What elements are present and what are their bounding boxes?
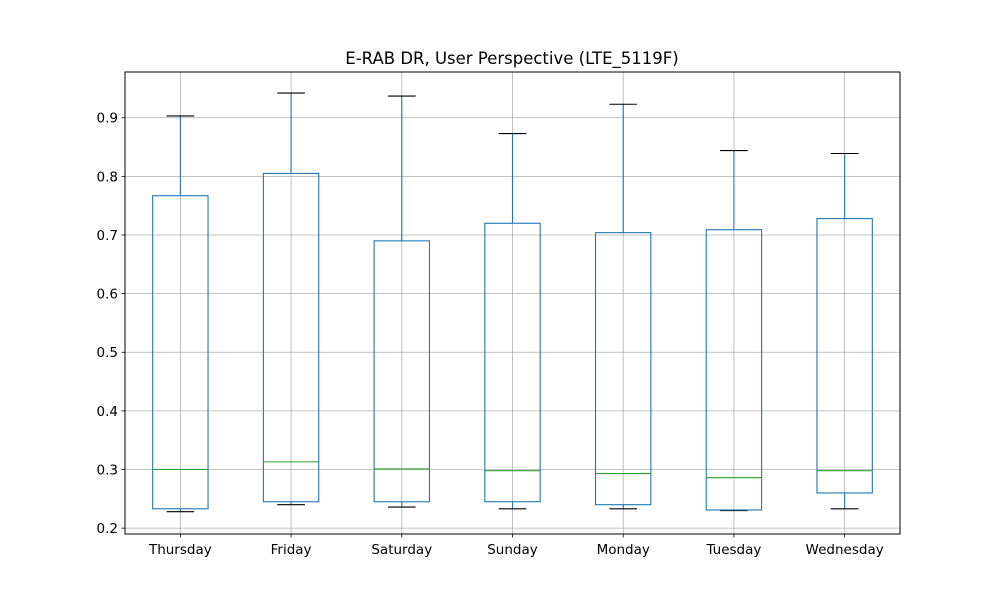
y-tick-label: 0.5 — [97, 345, 118, 361]
chart-title: E-RAB DR, User Perspective (LTE_5119F) — [345, 49, 678, 69]
x-tick-label: Saturday — [371, 542, 432, 558]
box-friday — [262, 92, 320, 506]
iqr-box — [152, 195, 209, 510]
box-sunday — [484, 133, 541, 510]
iqr-box — [816, 218, 873, 494]
y-tick-label: 0.6 — [97, 287, 118, 303]
y-tick-label: 0.4 — [97, 404, 118, 420]
box-tuesday — [705, 150, 763, 512]
iqr-box — [484, 222, 541, 503]
x-tick-label: Monday — [597, 542, 650, 558]
iqr-box — [594, 232, 652, 506]
iqr-box — [705, 229, 763, 511]
x-tick-label: Friday — [271, 542, 312, 558]
y-tick-label: 0.9 — [97, 111, 118, 127]
x-tick-label: Tuesday — [705, 542, 761, 558]
y-tick-label: 0.8 — [97, 169, 118, 185]
box-thursday — [152, 115, 209, 513]
x-tick-label: Sunday — [487, 542, 538, 558]
x-tick-label: Thursday — [148, 542, 212, 558]
box-wednesday — [816, 152, 873, 510]
axis-layer: 0.2 0.3 0.4 0.5 0.6 0.7 0.8 0.9 Thursday Friday Sa… — [97, 111, 884, 558]
x-tick-label: Wednesday — [806, 542, 884, 558]
box-monday — [594, 103, 652, 510]
y-tick-label: 0.3 — [97, 463, 118, 479]
y-tick-label: 0.2 — [97, 521, 118, 537]
iqr-box — [262, 172, 320, 503]
box-layer — [152, 92, 873, 513]
y-tick-label: 0.7 — [97, 228, 118, 244]
iqr-box — [373, 240, 431, 503]
box-saturday — [373, 95, 431, 508]
